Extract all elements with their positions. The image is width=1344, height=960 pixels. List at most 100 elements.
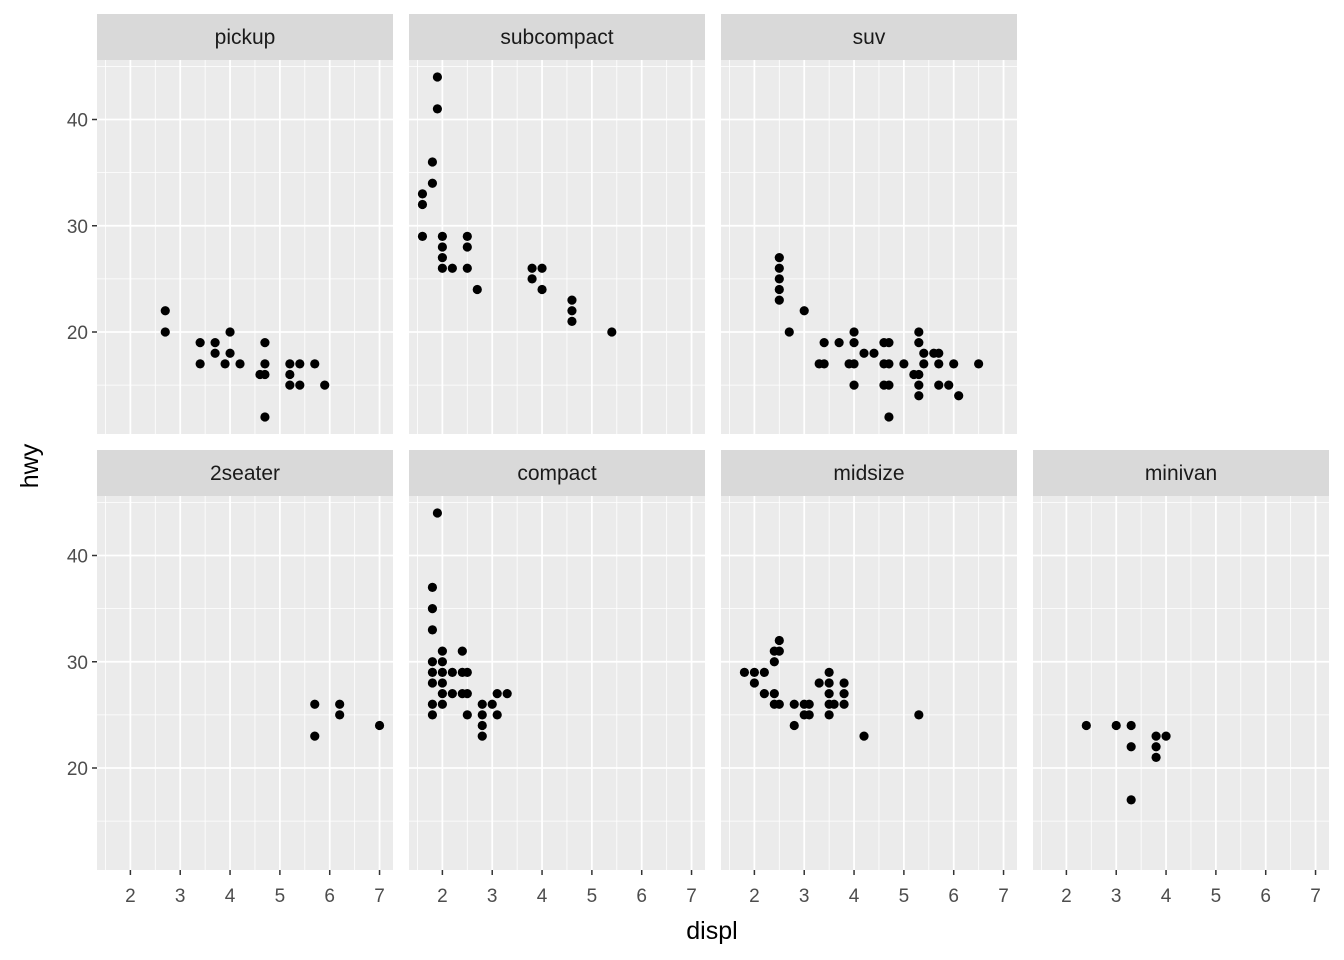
x-tick-label: 2	[125, 886, 136, 907]
data-point	[914, 710, 924, 720]
data-point	[427, 678, 438, 688]
facet-panels: pickup 20 30 40 subcompact suv 2seater 20 30 40 2 3…	[67, 14, 1329, 907]
data-point	[567, 295, 577, 305]
facet-strip	[97, 450, 393, 496]
y-tick-label: 20	[67, 323, 88, 344]
data-point	[462, 242, 472, 252]
data-point	[427, 157, 438, 167]
data-point	[759, 689, 769, 699]
panel-background	[97, 60, 393, 434]
data-point	[1151, 742, 1161, 752]
data-point	[784, 327, 794, 337]
y-tick-label: 20	[67, 759, 88, 780]
data-point	[477, 699, 487, 709]
data-point	[260, 338, 270, 348]
data-point	[789, 720, 799, 731]
data-point	[437, 242, 447, 252]
data-point	[934, 380, 944, 390]
data-point	[804, 699, 814, 709]
x-tick-label: 3	[487, 886, 498, 907]
data-point	[829, 699, 839, 709]
facet-strip	[721, 14, 1017, 60]
data-point	[477, 731, 487, 741]
data-point	[432, 72, 443, 82]
data-point	[437, 699, 447, 709]
data-point	[417, 189, 428, 199]
x-tick-label: 4	[225, 886, 236, 907]
data-point	[427, 178, 438, 188]
x-tick-label: 7	[998, 886, 1009, 907]
data-point	[849, 380, 859, 390]
data-point	[774, 635, 784, 646]
data-point	[839, 678, 849, 688]
data-point	[285, 359, 295, 369]
x-tick-label: 7	[686, 886, 697, 907]
x-tick-label: 3	[799, 886, 810, 907]
panel-background	[1033, 496, 1329, 870]
data-point	[1161, 731, 1171, 741]
data-point	[759, 667, 769, 677]
x-tick-label: 5	[899, 886, 910, 907]
data-point	[607, 327, 617, 337]
data-point	[225, 327, 235, 337]
data-point	[749, 667, 759, 677]
facet-compact: compact 2 3 4 5 6 7	[409, 450, 705, 907]
data-point	[427, 667, 438, 677]
data-point	[799, 306, 809, 316]
data-point	[462, 689, 472, 699]
data-point	[492, 689, 502, 699]
data-point	[834, 338, 844, 348]
x-tick-label: 7	[1310, 886, 1321, 907]
data-point	[437, 263, 447, 273]
data-point	[487, 699, 497, 709]
data-point	[432, 104, 443, 114]
data-point	[427, 710, 438, 720]
facet-subcompact: subcompact	[409, 14, 705, 434]
data-point	[260, 412, 270, 422]
data-point	[320, 380, 330, 390]
x-tick-label: 2	[437, 886, 448, 907]
data-point	[859, 731, 869, 741]
data-point	[1126, 742, 1136, 752]
data-point	[427, 604, 438, 614]
facet-strip	[1033, 450, 1329, 496]
data-point	[502, 689, 512, 699]
data-point	[974, 359, 984, 369]
data-point	[437, 689, 447, 699]
data-point	[527, 263, 537, 273]
data-point	[919, 348, 929, 358]
x-tick-label: 7	[374, 886, 385, 907]
data-point	[949, 359, 959, 369]
x-tick-label: 6	[1260, 886, 1271, 907]
data-point	[789, 699, 799, 709]
facet-strip-label: subcompact	[500, 26, 613, 49]
data-point	[310, 359, 320, 369]
data-point	[310, 699, 320, 709]
facet-strip	[721, 450, 1017, 496]
data-point	[839, 699, 849, 709]
data-point	[1111, 720, 1121, 731]
data-point	[934, 348, 944, 358]
x-tick-label: 6	[636, 886, 647, 907]
data-point	[295, 359, 305, 369]
x-tick-label: 4	[849, 886, 860, 907]
facet-strip	[409, 450, 705, 496]
data-point	[914, 338, 924, 348]
facet-midsize: midsize 2 3 4 5 6 7	[721, 450, 1017, 907]
data-point	[437, 678, 447, 688]
data-point	[437, 231, 447, 241]
data-point	[447, 667, 457, 677]
data-point	[447, 689, 457, 699]
data-point	[859, 348, 869, 358]
data-point	[944, 380, 954, 390]
data-point	[774, 274, 784, 284]
data-point	[824, 689, 834, 699]
data-point	[824, 667, 834, 677]
data-point	[295, 380, 305, 390]
data-point	[427, 625, 438, 635]
data-point	[1126, 795, 1136, 805]
panel-background	[721, 60, 1017, 434]
y-axis-title: hwy	[16, 443, 44, 488]
data-point	[884, 338, 894, 348]
